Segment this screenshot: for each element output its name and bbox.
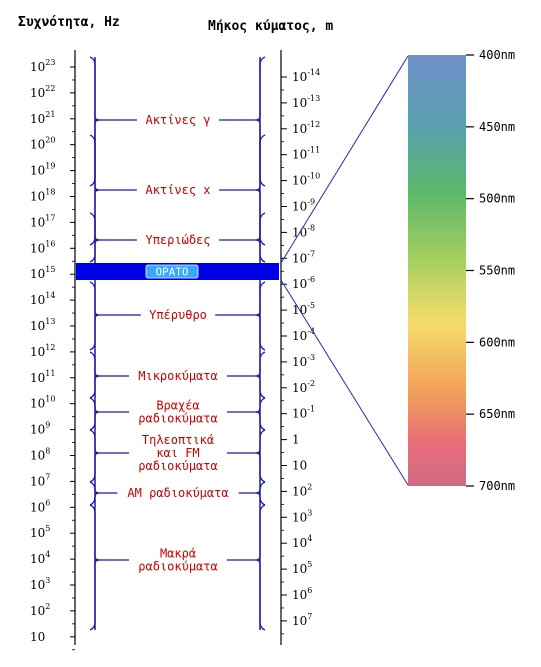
- nm-tick-label: 550nm: [479, 264, 515, 278]
- wavelength-tick-label: 10-1: [292, 405, 315, 421]
- wavelength-tick-label: 10-7: [292, 249, 315, 265]
- band-label: και FM: [156, 446, 199, 460]
- wavelength-tick-label: 10: [292, 459, 307, 473]
- frequency-tick-label: 102: [30, 602, 50, 618]
- band-label: ΑΜ ραδιοκύματα: [127, 486, 228, 500]
- band-brace-left: [89, 504, 100, 631]
- band-brace-right: [255, 134, 266, 246]
- frequency-tick-label: 1016: [30, 239, 55, 255]
- frequency-tick-label: 107: [30, 472, 50, 488]
- band-brace-right: [255, 281, 266, 351]
- band-brace-left: [89, 397, 100, 431]
- wavelength-tick-label: 1: [292, 433, 300, 447]
- band-brace-left: [89, 281, 100, 351]
- frequency-tick-label: 1021: [30, 110, 55, 126]
- wavelength-ticks: 10-1410-1310-1210-1110-1010-910-810-710-…: [281, 68, 320, 635]
- band-label: ραδιοκύματα: [138, 560, 217, 574]
- visible-spectrum-bar: [408, 55, 466, 486]
- nm-tick-label: 650nm: [479, 407, 515, 421]
- band-label: Ακτίνες x: [145, 183, 210, 197]
- band-label: Μικροκύματα: [138, 369, 217, 383]
- frequency-tick-label: 1015: [30, 265, 55, 281]
- frequency-tick-label: 104: [30, 550, 50, 566]
- band-brace-left: [89, 134, 100, 246]
- nm-tick-label: 450nm: [479, 120, 515, 134]
- band-brace-left: [89, 351, 100, 399]
- nm-tick-label: 600nm: [479, 335, 515, 349]
- band-brace-left: [89, 212, 100, 263]
- wavelength-tick-label: 10-6: [292, 275, 315, 291]
- frequency-tick-label: 103: [30, 576, 50, 592]
- wavelength-tick-label: 105: [292, 560, 312, 576]
- frequency-tick-label: 1019: [30, 162, 55, 178]
- frequency-tick-label: 109: [30, 421, 50, 437]
- wavelength-tick-label: 102: [292, 482, 312, 498]
- wavelength-tick-label: 10-12: [292, 120, 320, 136]
- wavelength-tick-label: 10-3: [292, 353, 315, 369]
- band-label: ραδιοκύματα: [138, 412, 217, 426]
- band-brace-left: [89, 429, 100, 483]
- frequency-tick-label: 1014: [30, 291, 55, 307]
- frequency-tick-label: 105: [30, 524, 50, 540]
- visible-band-label-box: [145, 264, 199, 279]
- band-brace-right: [255, 212, 266, 263]
- frequency-tick-label: 1023: [30, 58, 55, 74]
- band-brace-right: [255, 481, 266, 506]
- wavelength-tick-label: 10-13: [292, 94, 320, 110]
- frequency-tick-label: 1012: [30, 343, 55, 359]
- band-label: Υπέρυθρο: [149, 308, 207, 322]
- wavelength-tick-label: 10-9: [292, 198, 315, 214]
- band-label: Ακτίνες γ: [145, 113, 210, 127]
- wavelength-tick-label: 107: [292, 612, 312, 628]
- band-label: ραδιοκύματα: [138, 459, 217, 473]
- band-brace-right: [255, 397, 266, 431]
- frequency-tick-label: 1022: [30, 84, 55, 100]
- visible-band-label: ΟΡΑΤΟ: [155, 266, 188, 279]
- frequency-ticks: 1023 1022 1021 1020 1019 1018 1017 1016 1015 1014…: [30, 58, 75, 651]
- wavelength-axis-title: Μήκος κύματος, m: [208, 19, 333, 34]
- frequency-tick-label: 108: [30, 447, 50, 463]
- frequency-tick-label: 1010: [30, 395, 55, 411]
- frequency-tick-label: 1018: [30, 188, 55, 204]
- zoom-line-bottom: [280, 279, 409, 486]
- frequency-axis-title: Συχνότητα, Hz: [18, 15, 120, 30]
- wavelength-tick-label: 10-14: [292, 68, 320, 84]
- band-brace-right: [255, 504, 266, 631]
- frequency-tick-label: 1020: [30, 136, 55, 152]
- frequency-tick-label: 1017: [30, 213, 55, 229]
- wavelength-tick-label: 104: [292, 534, 312, 550]
- band-brace-right: [255, 429, 266, 483]
- nm-tick-label: 500nm: [479, 192, 515, 206]
- frequency-tick-label: 1011: [30, 369, 55, 385]
- wavelength-tick-label: 10-10: [292, 172, 320, 188]
- wavelength-tick-label: 10-11: [292, 146, 320, 162]
- wavelength-tick-label: 10-4: [292, 327, 315, 343]
- nm-tick-label: 400nm: [479, 48, 515, 62]
- spectrum-bands: Ακτίνες γ Ακτίνες x Υπεριώδες Υπέρυθρο Μικρο…: [89, 56, 266, 631]
- frequency-tick-label: 1013: [30, 317, 55, 333]
- band-brace-left: [89, 481, 100, 506]
- band-label: Μακρά: [160, 547, 196, 561]
- nm-tick-label: 700nm: [479, 479, 515, 493]
- background-blob: [355, 533, 525, 577]
- wavelength-tick-label: 103: [292, 508, 312, 524]
- wavelength-tick-label: 106: [292, 586, 312, 602]
- band-label: Βραχέα: [156, 399, 199, 413]
- band-brace-right: [255, 351, 266, 399]
- band-label: Τηλεοπτικά: [142, 433, 214, 447]
- frequency-tick-label: 10: [30, 630, 45, 644]
- band-label: Υπεριώδες: [145, 233, 210, 247]
- zoom-line-top: [280, 55, 409, 264]
- frequency-tick-label: 106: [30, 498, 50, 514]
- visible-spectrum-ticks: 400nm 450nm 500nm 550nm 600nm 650nm 700nm: [466, 48, 515, 493]
- wavelength-tick-label: 10-2: [292, 379, 315, 395]
